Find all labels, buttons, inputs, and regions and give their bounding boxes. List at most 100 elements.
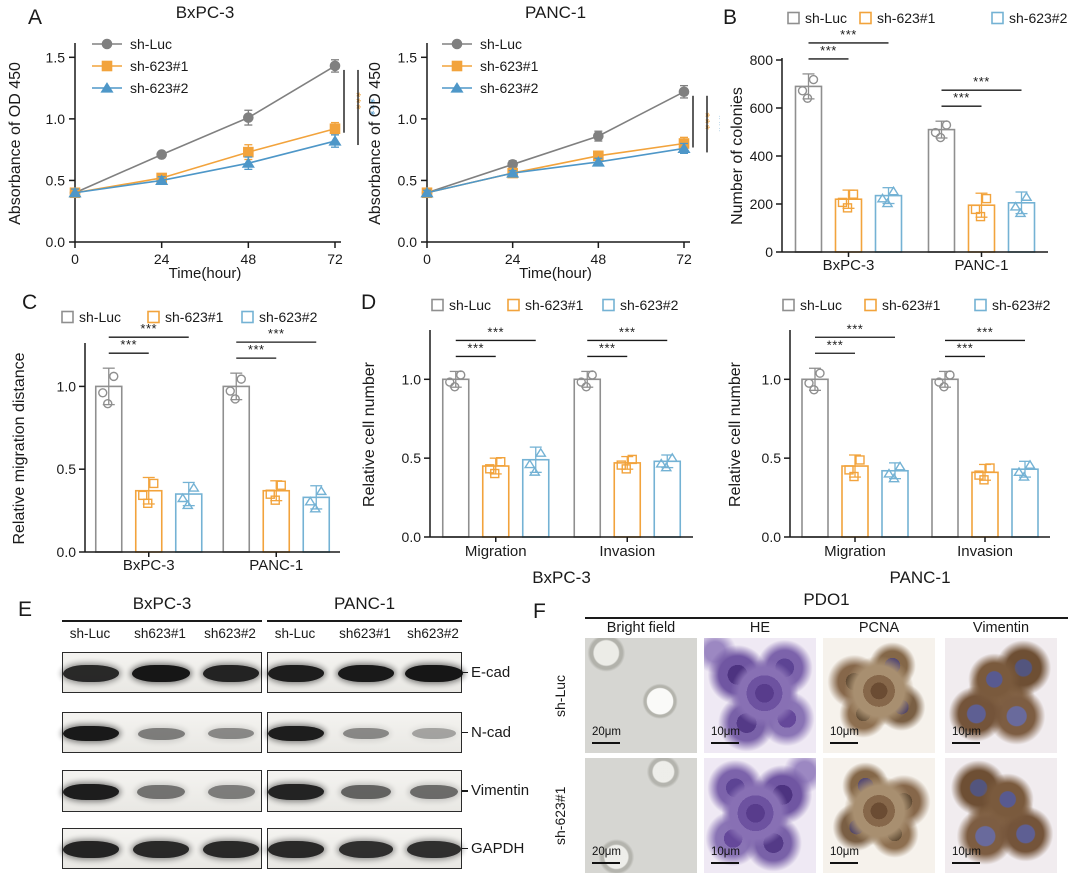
- protein-label: GAPDH: [471, 839, 525, 857]
- svg-text:0.0: 0.0: [402, 529, 422, 545]
- blot-box: [267, 712, 462, 753]
- protein-label-tick: [462, 731, 468, 733]
- protein-band: [62, 725, 120, 742]
- chart-panc1-proliferation: 0.0 0.5 1.0 1.5 0 24 48 72 PANC-1 Time(hour) Absor…: [367, 3, 720, 282]
- legend: sh-Luc sh-623#1 sh-623#2: [431, 297, 679, 313]
- svg-text:48: 48: [241, 251, 257, 267]
- chart-migration-distance: sh-Luc sh-623#1 sh-623#2************0.00.5…: [11, 309, 340, 574]
- protein-band: [63, 665, 119, 682]
- svg-text:sh-623#1: sh-623#1: [480, 58, 539, 74]
- svg-text:0.5: 0.5: [46, 172, 66, 188]
- svg-text:0.0: 0.0: [762, 529, 782, 545]
- series-sh-623#2: [420, 142, 691, 198]
- svg-text:200: 200: [750, 196, 774, 212]
- axes: 0.0 0.5 1.0 Migration Invasion: [762, 330, 1050, 560]
- significance: *** ***: [343, 69, 378, 146]
- svg-text:***: ***: [599, 340, 616, 355]
- axes: 0.0 0.5 1.0 1.5 0 24 48 72: [398, 43, 692, 267]
- svg-text:***: ***: [349, 92, 364, 110]
- scale-bar: [830, 742, 858, 744]
- svg-text:Invasion: Invasion: [599, 543, 655, 560]
- blot-group-title: BxPC-3: [132, 594, 192, 613]
- protein-label-tick: [462, 790, 468, 792]
- blot-lane-label: sh-Luc: [69, 626, 111, 641]
- svg-text:PANC-1: PANC-1: [249, 557, 303, 574]
- panel-label-b: B: [723, 6, 738, 29]
- scale-bar: [952, 742, 980, 744]
- svg-text:BxPC-3: BxPC-3: [823, 257, 875, 274]
- axes: 0.0 0.5 1.0 Migration Invasion: [402, 330, 693, 560]
- bars: [801, 367, 1039, 538]
- blot-lane-label: sh623#2: [407, 626, 459, 641]
- blot-box: [62, 828, 262, 869]
- micrograph-vim: 10μm: [945, 758, 1057, 873]
- protein-label: Vimentin: [471, 782, 530, 799]
- protein-band: [338, 841, 394, 858]
- micrograph-image: [823, 638, 935, 753]
- micrograph-bf: 20μm: [585, 638, 697, 753]
- svg-text:sh-Luc: sh-Luc: [79, 309, 121, 325]
- protein-band: [268, 841, 324, 858]
- svg-text:48: 48: [591, 251, 607, 267]
- svg-text:800: 800: [750, 52, 774, 68]
- svg-text:***: ***: [827, 337, 844, 352]
- pdo-title: PDO1: [803, 590, 850, 609]
- scale-bar-label: 20μm: [592, 846, 621, 858]
- scale-bar: [592, 862, 620, 864]
- svg-text:***: ***: [957, 340, 974, 355]
- svg-text:0.0: 0.0: [57, 544, 77, 560]
- scale-bar-label: 10μm: [711, 726, 740, 738]
- svg-text:***: ***: [248, 342, 265, 357]
- legend: sh-Luc sh-623#1 sh-623#2: [92, 36, 189, 96]
- blot-box: [62, 770, 262, 812]
- panel-label-c: C: [22, 291, 38, 314]
- svg-text:0.5: 0.5: [762, 450, 782, 466]
- blot-lane-label: sh623#1: [339, 626, 391, 641]
- axes: 0.0 0.5 1.0 1.5 0 24 48 72: [46, 43, 343, 267]
- scale-bar: [830, 862, 858, 864]
- svg-text:0.5: 0.5: [57, 461, 77, 477]
- svg-text:sh-623#2: sh-623#2: [259, 309, 318, 325]
- scale-bar: [711, 742, 739, 744]
- svg-text:sh-623#1: sh-623#1: [525, 297, 584, 313]
- series-sh-Luc: [421, 84, 690, 199]
- svg-text:***: ***: [467, 340, 484, 355]
- svg-text:Time(hour): Time(hour): [519, 265, 592, 282]
- legend: sh-Luc sh-623#1 sh-623#2: [442, 36, 539, 96]
- svg-text:***: ***: [840, 27, 857, 42]
- scale-bar-label: 20μm: [592, 726, 621, 738]
- protein-band: [133, 841, 189, 858]
- micrograph-he: 10μm: [704, 638, 816, 753]
- svg-text:0.0: 0.0: [46, 234, 66, 250]
- svg-text:Migration: Migration: [465, 543, 527, 560]
- svg-text:Relative cell number: Relative cell number: [361, 361, 378, 507]
- svg-text:0: 0: [71, 251, 79, 267]
- svg-text:sh-Luc: sh-Luc: [480, 36, 522, 52]
- protein-band: [62, 783, 120, 801]
- svg-text:Absorbance of OD 450: Absorbance of OD 450: [367, 62, 384, 225]
- protein-band: [337, 665, 395, 682]
- svg-text:sh-623#1: sh-623#1: [165, 309, 224, 325]
- axes: 0.0 0.5 1.0 BxPC-3 PANC-1: [57, 343, 340, 574]
- bars: [794, 73, 1036, 253]
- svg-text:0.5: 0.5: [398, 172, 418, 188]
- chart-bxpc3-transwell: sh-Luc sh-623#1 sh-623#2************0.00.5…: [361, 297, 693, 587]
- svg-text:sh-623#2: sh-623#2: [992, 297, 1051, 313]
- svg-text:sh-623#2: sh-623#2: [480, 80, 539, 96]
- svg-text:***: ***: [363, 98, 378, 116]
- bars: [94, 367, 331, 553]
- protein-label: N-cad: [471, 723, 512, 741]
- scale-bar-label: 10μm: [952, 726, 981, 738]
- svg-text:1.0: 1.0: [398, 111, 418, 127]
- protein-band: [267, 725, 325, 742]
- protein-band: [405, 665, 463, 682]
- svg-text:0.5: 0.5: [402, 450, 422, 466]
- series-sh-623#2: [68, 134, 342, 198]
- svg-text:0: 0: [765, 244, 773, 260]
- blot-box: [267, 652, 463, 693]
- protein-band: [409, 784, 459, 800]
- protein-band: [63, 841, 119, 858]
- micrograph-pcna: 10μm: [823, 758, 935, 873]
- blot-lane-label: sh-Luc: [274, 626, 316, 641]
- protein-label-tick: [462, 671, 468, 673]
